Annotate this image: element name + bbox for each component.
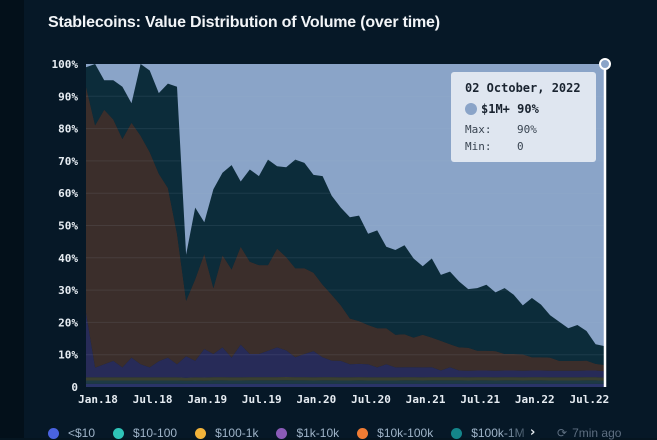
legend-label: $100-1k <box>215 426 259 440</box>
legend-item[interactable]: $10k-100k <box>357 426 433 440</box>
y-tick-label: 90% <box>58 90 78 103</box>
area--10-100 <box>86 380 605 384</box>
tooltip-max: Max: 90% <box>465 123 537 136</box>
tooltip-min-value: 0 <box>517 140 524 153</box>
y-axis: 0 10% 20% 30% 40% 50% 60% 70% 80% 90% 100% <box>52 58 79 394</box>
tooltip-max-label: Max: <box>465 123 492 136</box>
left-gutter <box>0 0 24 438</box>
y-tick-label: 30% <box>58 284 78 297</box>
clock-refresh-icon: ⟳ <box>557 426 568 440</box>
chevron-right-icon[interactable]: › <box>530 425 536 440</box>
last-updated-text: 7min ago <box>572 426 622 440</box>
x-tick-label: Jan.22 <box>515 393 555 406</box>
legend-item[interactable]: $100-1k <box>195 426 258 440</box>
y-tick-label: 70% <box>58 155 78 168</box>
y-tick-label: 0 <box>71 381 78 394</box>
area--1k-10k <box>86 312 605 378</box>
y-tick-label: 60% <box>58 187 78 200</box>
tooltip-series: $1M+ 90% <box>465 102 539 116</box>
legend-dot <box>357 427 369 439</box>
legend-fade <box>500 424 540 440</box>
y-tick-label: 20% <box>58 316 78 329</box>
legend-item[interactable]: $10-100 <box>113 426 177 440</box>
x-axis: Jan.18 Jul.18 Jan.19 Jul.19 Jan.20 Jul.20 Jan.… <box>78 393 609 406</box>
legend: <$10 $10-100 $100-1k $1k-10k $10k-100k $100k-… <box>48 426 543 440</box>
cursor-point <box>599 58 611 70</box>
legend-dot <box>276 427 288 439</box>
x-tick-label: Jul.20 <box>351 393 391 406</box>
x-tick-label: Jan.18 <box>78 393 118 406</box>
legend-label: $10-100 <box>133 426 178 440</box>
area--10k-100k <box>86 86 605 372</box>
tooltip-series-name: $1M+ <box>481 102 510 116</box>
last-updated: ⟳ 7min ago <box>557 426 621 440</box>
tooltip-series-dot <box>465 103 477 115</box>
legend-dot <box>113 427 125 439</box>
tooltip-min: Min: 0 <box>465 140 524 153</box>
legend-item[interactable]: $1k-10k <box>276 426 339 440</box>
y-tick-label: 50% <box>58 220 78 233</box>
x-tick-label: Jan.20 <box>297 393 337 406</box>
tooltip-min-label: Min: <box>465 140 492 153</box>
y-tick-label: 10% <box>58 349 78 362</box>
legend-item[interactable]: <$10 <box>48 426 95 440</box>
tooltip-series-value: 90% <box>517 102 539 116</box>
chart-title: Stablecoins: Value Distribution of Volum… <box>48 14 440 31</box>
area--10 <box>86 383 605 387</box>
x-tick-label: Jul.18 <box>133 393 173 406</box>
x-tick-label: Jul.19 <box>242 393 282 406</box>
tooltip: 02 October, 2022 $1M+ 90% Max: 90% Min: … <box>451 72 596 162</box>
x-tick-label: Jul.22 <box>570 393 610 406</box>
tooltip-max-value: 90% <box>517 123 537 136</box>
area--100-1k <box>86 377 605 381</box>
x-tick-label: Jul.21 <box>460 393 500 406</box>
legend-label: $1k-10k <box>296 426 340 440</box>
legend-label: $10k-100k <box>377 426 434 440</box>
legend-dot <box>48 427 59 439</box>
hover-cursor <box>599 58 611 387</box>
tooltip-date: 02 October, 2022 <box>465 81 581 95</box>
legend-dot <box>451 427 463 439</box>
y-tick-label: 80% <box>58 123 78 136</box>
x-tick-label: Jan.19 <box>187 393 227 406</box>
y-tick-label: 40% <box>58 252 78 265</box>
y-tick-label: 100% <box>52 58 79 71</box>
area--100k-1m <box>86 64 605 365</box>
legend-dot <box>195 427 207 439</box>
legend-label: <$10 <box>68 426 96 440</box>
x-tick-label: Jan.21 <box>406 393 446 406</box>
